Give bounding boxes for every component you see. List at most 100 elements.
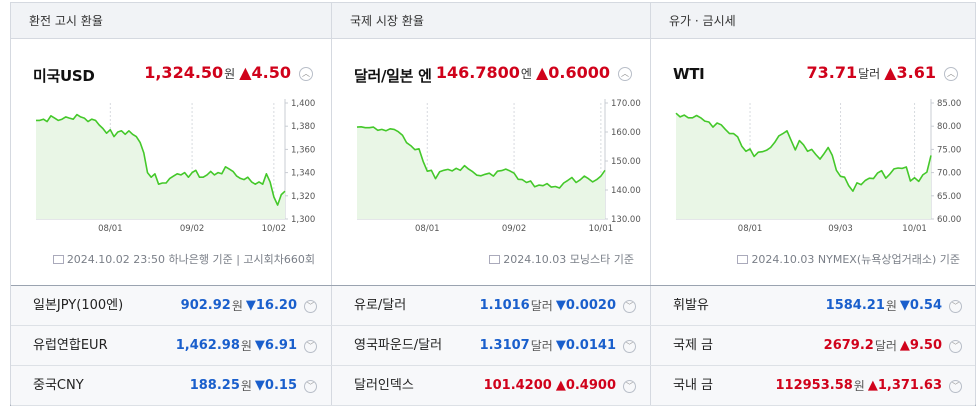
chevron-up-icon[interactable]: ︿ <box>944 67 958 81</box>
quote-price: 1,324.50 <box>144 63 224 82</box>
chevron-down-icon[interactable]: ﹀ <box>949 299 962 313</box>
row-cell[interactable]: 일본JPY(100엔) 902.92 원 ▼16.20 ﹀ <box>11 286 331 325</box>
row-name[interactable]: 국제 금 <box>673 338 714 353</box>
price-chart[interactable]: 170.00 160.00 150.00 140.00 130.00 08/01 09/02… <box>332 95 651 245</box>
chevron-down-icon[interactable]: ﹀ <box>304 339 317 353</box>
source-text: 2024.10.03 NYMEX(뉴욕상업거래소) 기준 <box>751 253 960 266</box>
row-change: ▼6.91 <box>254 338 297 353</box>
chevron-down-icon[interactable]: ﹀ <box>949 339 962 353</box>
row-cell[interactable]: 달러인덱스 101.4200 ▲0.4900 ﹀ <box>331 366 650 405</box>
y-tick-label: 60.00 <box>937 215 961 225</box>
row-price: 902.92 <box>180 298 231 313</box>
x-tick-label: 08/01 <box>738 224 763 234</box>
row-change: ▲0.4900 <box>555 378 616 393</box>
quote-unit: 원 <box>224 67 236 81</box>
row-cell[interactable]: 국내 금 112953.58 원 ▲1,371.63 ﹀ <box>650 366 976 405</box>
y-tick-label: 1,360 <box>291 145 315 155</box>
y-tick-label: 65.00 <box>937 192 961 202</box>
y-tick-label: 170.00 <box>611 99 641 109</box>
quote-rows: 일본JPY(100엔) 902.92 원 ▼16.20 ﹀ 유로/달러 1.1016 달… <box>11 285 976 406</box>
row-value: 1,462.98 원 ▼6.91 ﹀ <box>176 326 317 366</box>
row-change: ▼16.20 <box>245 298 297 313</box>
y-tick-label: 130.00 <box>611 215 641 225</box>
price-chart[interactable]: 85.00 80.00 75.00 70.00 65.00 60.00 08/01 09/03… <box>651 95 976 245</box>
y-tick-label: 1,400 <box>291 99 315 109</box>
main-quote[interactable]: 달러/일본 엔 146.7800 엔 ▲0.6000 ︿ 170.00 160.0… <box>332 39 650 285</box>
row-value: 188.25 원 ▼0.15 ﹀ <box>190 366 317 406</box>
x-tick-label: 10/01 <box>589 224 614 234</box>
chart-svg: 85.00 80.00 75.00 70.00 65.00 60.00 08/01 09/03… <box>675 99 961 234</box>
quote-name[interactable]: 달러/일본 엔 <box>354 67 432 85</box>
row-name[interactable]: 일본JPY(100엔) <box>33 298 124 313</box>
row-change: ▲9.50 <box>899 338 942 353</box>
x-tick-label: 09/02 <box>502 224 527 234</box>
panel-title[interactable]: 환전 고시 환율 <box>29 14 103 28</box>
row-price: 112953.58 <box>775 378 853 393</box>
row-unit: 달러 <box>874 339 897 353</box>
price-chart[interactable]: 1,400 1,380 1,360 1,340 1,320 1,300 08/01 09/02… <box>11 95 331 245</box>
row-value: 1584.21 원 ▼0.54 ﹀ <box>826 286 962 326</box>
quote-change: ▲3.61 <box>884 63 936 82</box>
row-value: 2679.2 달러 ▲9.50 ﹀ <box>824 326 962 366</box>
chevron-down-icon[interactable]: ﹀ <box>623 379 636 393</box>
quote-name[interactable]: 미국USD <box>33 67 95 85</box>
x-tick-label: 10/02 <box>262 224 287 234</box>
row-name[interactable]: 유럽연합EUR <box>33 338 108 353</box>
row-name[interactable]: 영국파운드/달러 <box>354 338 443 353</box>
quote-unit: 엔 <box>520 67 532 81</box>
y-tick-label: 85.00 <box>937 99 961 109</box>
chevron-down-icon[interactable]: ﹀ <box>304 379 317 393</box>
row-unit: 원 <box>885 299 897 313</box>
row-cell[interactable]: 유럽연합EUR 1,462.98 원 ▼6.91 ﹀ <box>11 326 331 365</box>
panel-title[interactable]: 국제 시장 환율 <box>350 14 424 28</box>
row-change: ▼0.15 <box>254 378 297 393</box>
y-tick-label: 160.00 <box>611 128 641 138</box>
calendar-icon <box>52 255 64 264</box>
y-tick-label: 1,300 <box>291 215 315 225</box>
calendar-icon <box>489 255 501 264</box>
y-tick-label: 1,340 <box>291 169 315 179</box>
chevron-up-icon[interactable]: ︿ <box>618 67 632 81</box>
row-value: 112953.58 원 ▲1,371.63 ﹀ <box>775 366 962 406</box>
quote-price: 146.7800 <box>435 63 520 82</box>
source-note: 2024.10.03 모닝스타 기준 <box>489 251 634 267</box>
main-quote[interactable]: WTI 73.71 달러 ▲3.61 ︿ 85.00 80.00 75.00 70.0… <box>651 39 976 285</box>
y-tick-label: 75.00 <box>937 145 961 155</box>
chevron-down-icon[interactable]: ﹀ <box>623 299 636 313</box>
row-cell[interactable]: 유로/달러 1.1016 달러 ▼0.0020 ﹀ <box>331 286 650 325</box>
row-unit: 원 <box>231 299 243 313</box>
series-area <box>676 113 931 219</box>
row-price: 1,462.98 <box>175 338 240 353</box>
chevron-up-icon[interactable]: ︿ <box>299 67 313 81</box>
row-cell[interactable]: 국제 금 2679.2 달러 ▲9.50 ﹀ <box>650 326 976 365</box>
y-tick-label: 80.00 <box>937 122 961 132</box>
main-quote[interactable]: 미국USD 1,324.50 원 ▲4.50 ︿ 1,400 1,380 1,360… <box>11 39 331 285</box>
calendar-icon <box>737 255 749 264</box>
row-value: 902.92 원 ▼16.20 ﹀ <box>181 286 317 326</box>
row-name[interactable]: 유로/달러 <box>354 298 407 313</box>
quote-unit: 달러 <box>858 67 881 81</box>
row-price: 1.3107 <box>479 338 530 353</box>
row-name[interactable]: 국내 금 <box>673 378 714 393</box>
chevron-down-icon[interactable]: ﹀ <box>949 379 962 393</box>
row-cell[interactable]: 휘발유 1584.21 원 ▼0.54 ﹀ <box>650 286 976 325</box>
y-tick-label: 150.00 <box>611 157 641 167</box>
widget-header <box>11 3 975 39</box>
quote-name[interactable]: WTI <box>673 65 705 83</box>
row-name[interactable]: 중국CNY <box>33 378 84 393</box>
y-tick-label: 140.00 <box>611 186 641 196</box>
row-name[interactable]: 휘발유 <box>673 298 709 313</box>
x-tick-label: 09/03 <box>828 224 853 234</box>
x-tick-label: 08/01 <box>98 224 123 234</box>
panel-title[interactable]: 유가 · 금시세 <box>669 14 736 28</box>
row-name[interactable]: 달러인덱스 <box>354 378 414 393</box>
chart-svg: 170.00 160.00 150.00 140.00 130.00 08/01 09/02… <box>356 99 641 234</box>
row-cell[interactable]: 중국CNY 188.25 원 ▼0.15 ﹀ <box>11 366 331 405</box>
chevron-down-icon[interactable]: ﹀ <box>623 339 636 353</box>
row-unit: 달러 <box>530 339 553 353</box>
row-cell[interactable]: 영국파운드/달러 1.3107 달러 ▼0.0141 ﹀ <box>331 326 650 365</box>
series-line <box>675 112 932 192</box>
row-unit: 원 <box>240 379 252 393</box>
chevron-down-icon[interactable]: ﹀ <box>304 299 317 313</box>
y-tick-label: 1,380 <box>291 122 315 132</box>
